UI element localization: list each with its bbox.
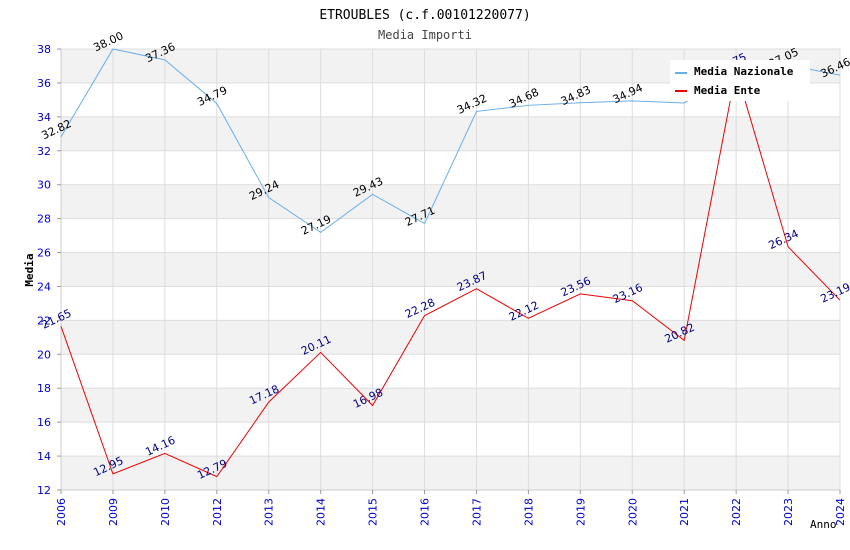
data-label: 34.83 xyxy=(559,83,593,108)
x-tick-label: 2019 xyxy=(574,498,587,526)
grid-band xyxy=(61,320,840,355)
x-tick-label: 2018 xyxy=(522,498,535,526)
x-axis-ticks: 2006 2009 2010 2012 2013 2014 2015 2016 2017 2018… xyxy=(55,490,847,526)
grid-band xyxy=(61,456,840,490)
x-tick-label: 2014 xyxy=(315,498,328,526)
y-tick-label: 30 xyxy=(37,179,51,192)
chart-subtitle: Media Importi xyxy=(378,28,472,42)
y-tick-label: 38 xyxy=(37,43,51,56)
y-tick-label: 28 xyxy=(37,213,51,226)
x-tick-label: 2016 xyxy=(419,498,432,526)
x-tick-label: 2012 xyxy=(211,498,224,526)
y-tick-label: 24 xyxy=(37,280,51,293)
grid-band xyxy=(61,116,840,151)
grid-band xyxy=(61,388,840,423)
data-label: 34.94 xyxy=(611,81,645,106)
x-tick-label: 2017 xyxy=(470,498,483,526)
y-tick-label: 14 xyxy=(37,450,51,463)
x-tick-label: 2022 xyxy=(730,498,743,526)
data-label: 34.32 xyxy=(455,92,489,117)
data-label: 34.79 xyxy=(195,84,229,109)
x-tick-label: 2023 xyxy=(782,498,795,526)
y-tick-label: 22 xyxy=(37,314,51,327)
y-tick-label: 12 xyxy=(37,484,51,497)
y-tick-label: 18 xyxy=(37,382,51,395)
y-tick-label: 32 xyxy=(37,145,51,158)
x-tick-label: 2006 xyxy=(55,498,68,526)
x-tick-label: 2010 xyxy=(159,498,172,526)
data-label: 34.68 xyxy=(507,86,541,111)
y-tick-label: 20 xyxy=(37,348,51,361)
chart-title: ETROUBLES (c.f.00101220077) xyxy=(319,8,530,23)
x-tick-label: 2021 xyxy=(678,498,691,526)
x-axis-label: Anno xyxy=(810,518,837,531)
legend: Media Nazionale Media Ente xyxy=(670,60,810,101)
legend-label-media-nazionale: Media Nazionale xyxy=(694,65,794,78)
x-tick-label: 2020 xyxy=(626,498,639,526)
x-tick-label: 2013 xyxy=(263,498,276,526)
x-tick-label: 2009 xyxy=(107,498,120,526)
data-label: 22.28 xyxy=(403,296,437,321)
series-line-media-ente xyxy=(60,70,841,478)
y-axis-ticks: 12 14 16 18 20 22 24 26 28 30 32 34 36 38 xyxy=(37,43,61,497)
y-axis-label: Media xyxy=(23,253,36,286)
y-tick-label: 16 xyxy=(37,416,51,429)
y-tick-label: 34 xyxy=(37,111,51,124)
legend-label-media-ente: Media Ente xyxy=(694,84,761,97)
grid-band xyxy=(61,252,840,287)
plot-background-bands xyxy=(61,49,840,490)
grid-band xyxy=(61,184,840,219)
y-tick-label: 36 xyxy=(37,77,51,90)
x-tick-label: 2015 xyxy=(367,498,380,526)
legend-background xyxy=(670,60,810,101)
y-tick-label: 26 xyxy=(37,247,51,260)
x-tick-label: 2024 xyxy=(834,498,847,526)
